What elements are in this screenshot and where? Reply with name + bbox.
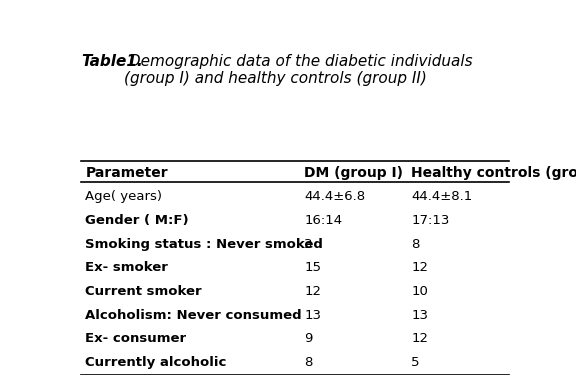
Text: 5: 5 — [411, 356, 420, 369]
Text: DM (group I): DM (group I) — [304, 166, 403, 180]
Text: Parameter: Parameter — [85, 166, 168, 180]
Text: Alcoholism: Never consumed: Alcoholism: Never consumed — [85, 309, 302, 322]
Text: 44.4±6.8: 44.4±6.8 — [304, 190, 365, 203]
Text: Gender ( M:F): Gender ( M:F) — [85, 214, 189, 227]
Text: 9: 9 — [304, 332, 313, 345]
Text: Currently alcoholic: Currently alcoholic — [85, 356, 227, 369]
Text: 8: 8 — [304, 356, 313, 369]
Text: 10: 10 — [411, 285, 428, 298]
Text: 8: 8 — [411, 238, 420, 251]
Text: 12: 12 — [411, 332, 429, 345]
Text: Ex- consumer: Ex- consumer — [85, 332, 187, 345]
Text: Table1.: Table1. — [81, 54, 143, 69]
Text: Smoking status : Never smoked: Smoking status : Never smoked — [85, 238, 323, 251]
Text: 12: 12 — [304, 285, 321, 298]
Text: 3: 3 — [304, 238, 313, 251]
Text: 16:14: 16:14 — [304, 214, 342, 227]
Text: 13: 13 — [411, 309, 429, 322]
Text: Age( years): Age( years) — [85, 190, 162, 203]
Text: 44.4±8.1: 44.4±8.1 — [411, 190, 472, 203]
Text: Ex- smoker: Ex- smoker — [85, 261, 168, 274]
Text: 17:13: 17:13 — [411, 214, 450, 227]
Text: Demographic data of the diabetic individuals
(group I) and healthy controls (gro: Demographic data of the diabetic individ… — [124, 54, 473, 86]
Text: 15: 15 — [304, 261, 321, 274]
Text: Healthy controls (group II): Healthy controls (group II) — [411, 166, 576, 180]
Text: Current smoker: Current smoker — [85, 285, 202, 298]
Text: 12: 12 — [411, 261, 429, 274]
Text: 13: 13 — [304, 309, 321, 322]
